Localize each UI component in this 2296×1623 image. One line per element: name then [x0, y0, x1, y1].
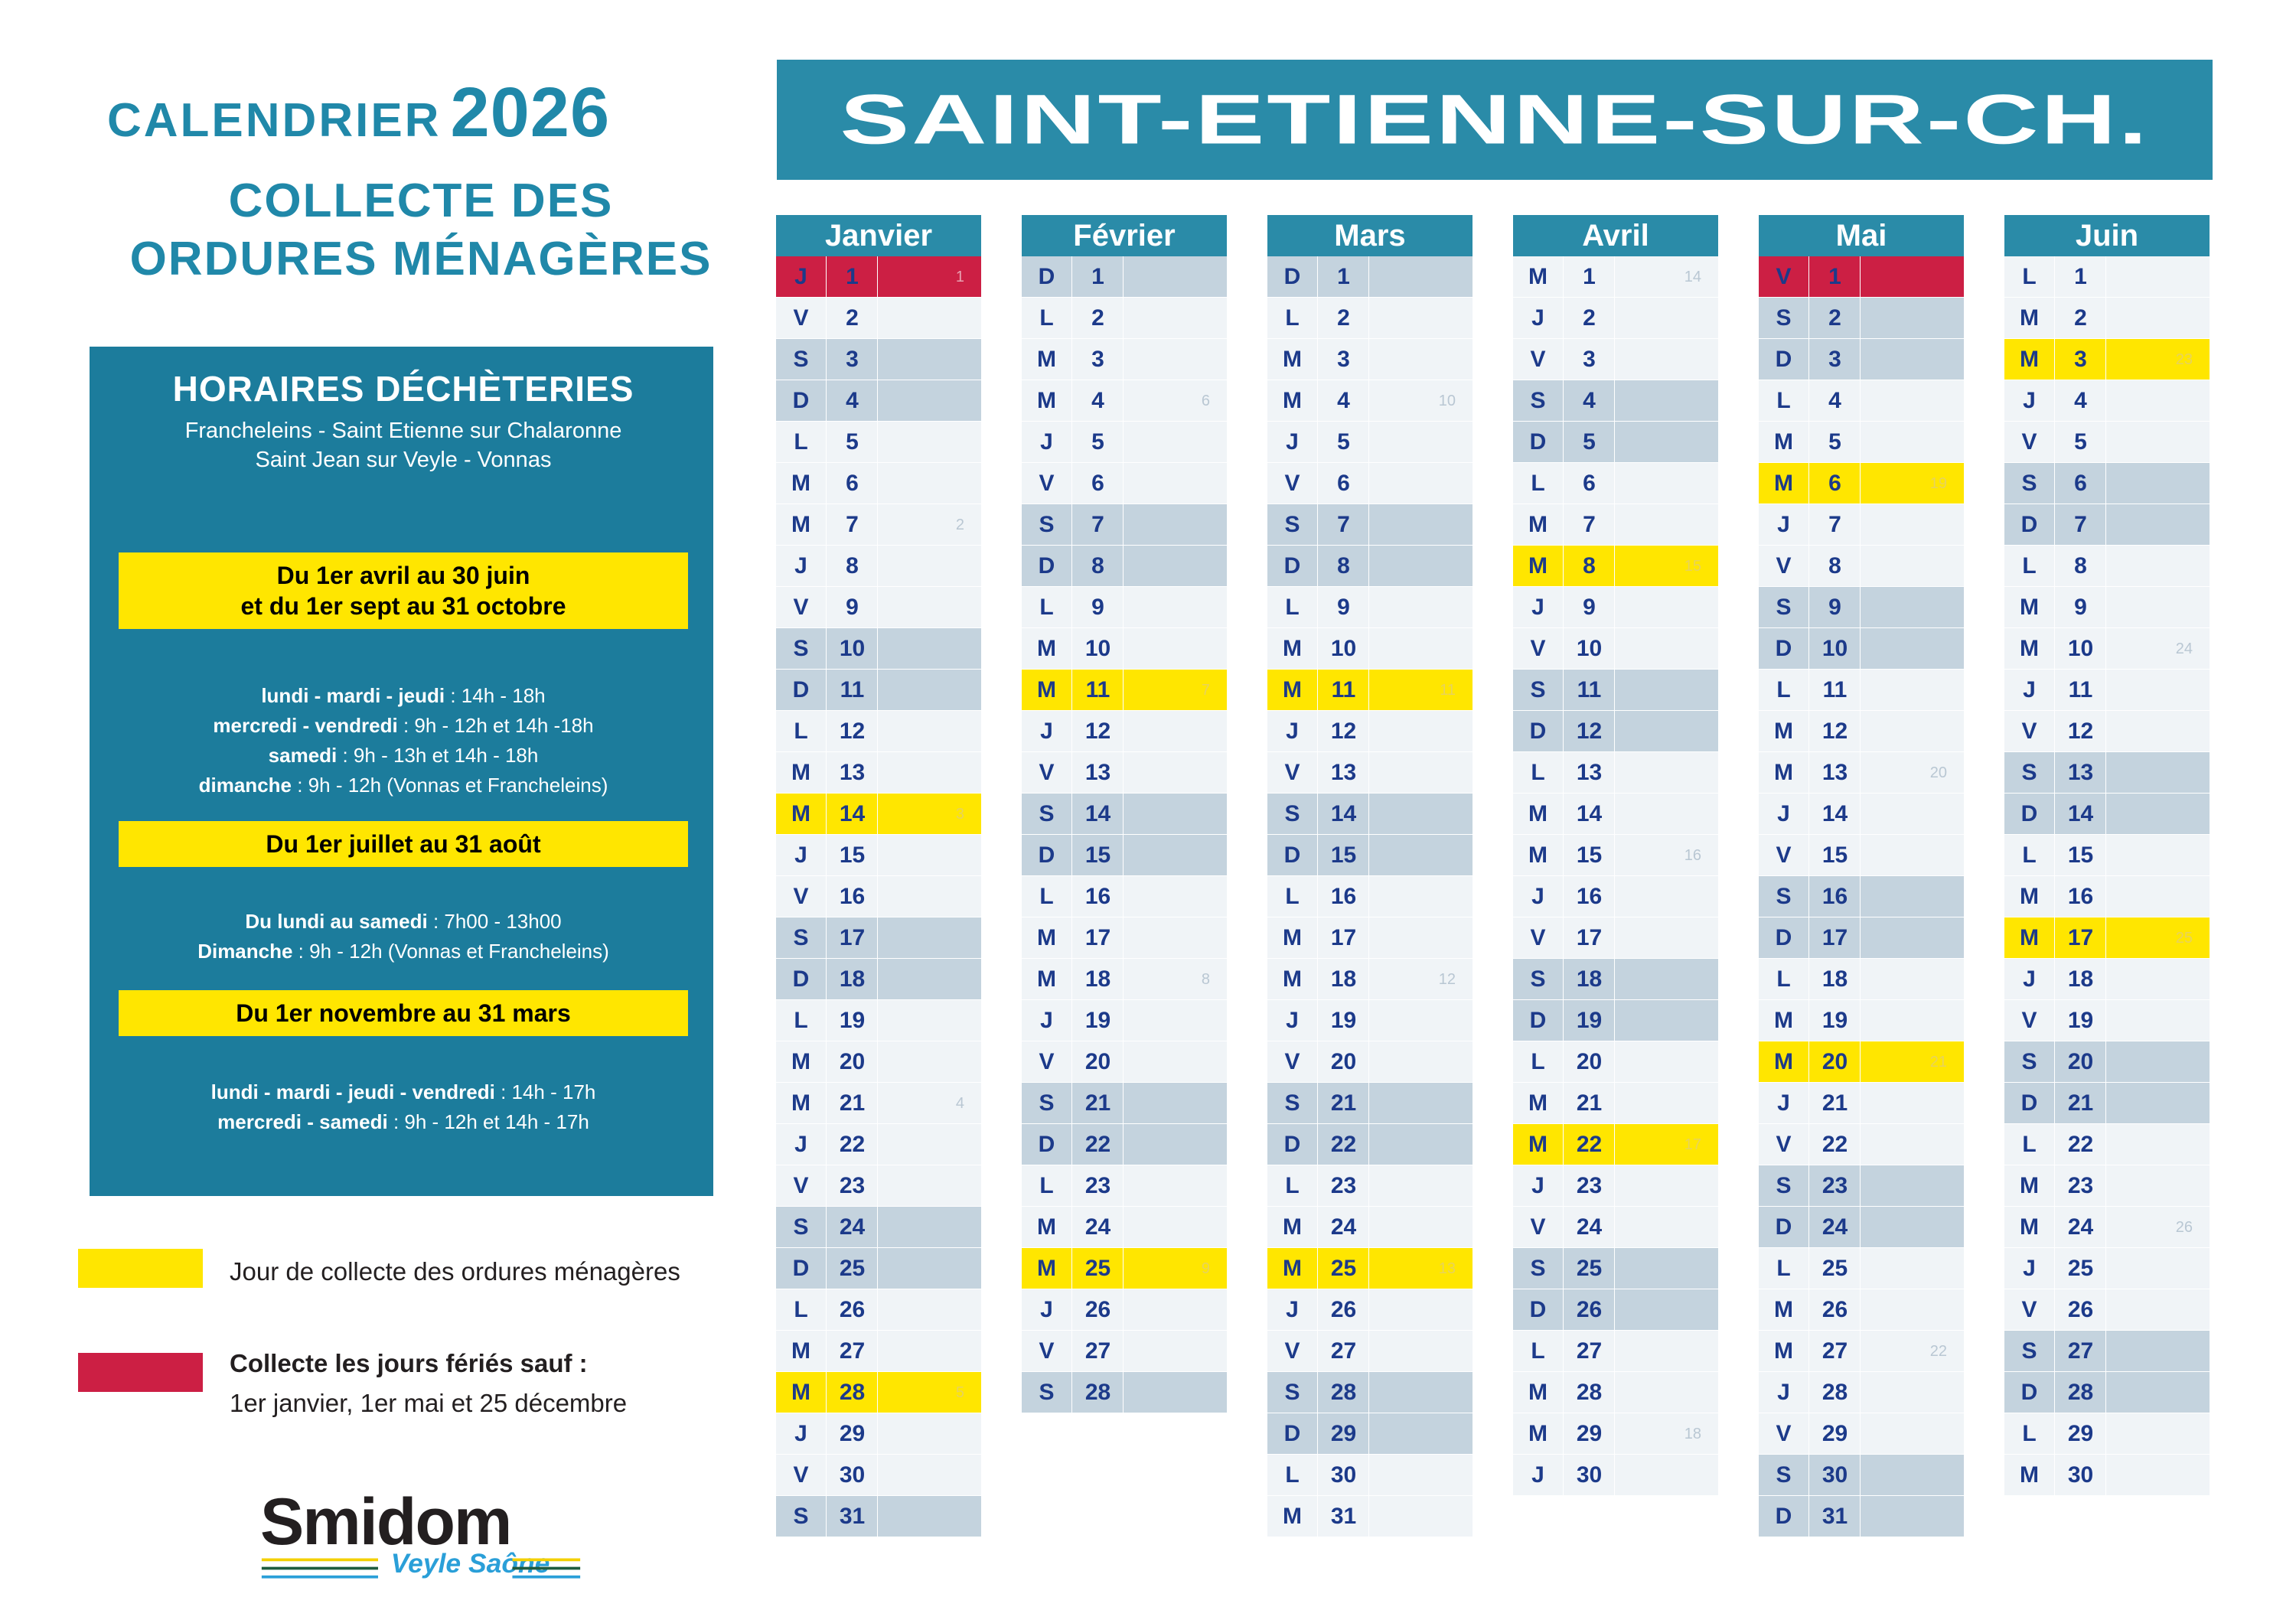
svg-text:Veyle Saône: Veyle Saône [391, 1548, 550, 1579]
